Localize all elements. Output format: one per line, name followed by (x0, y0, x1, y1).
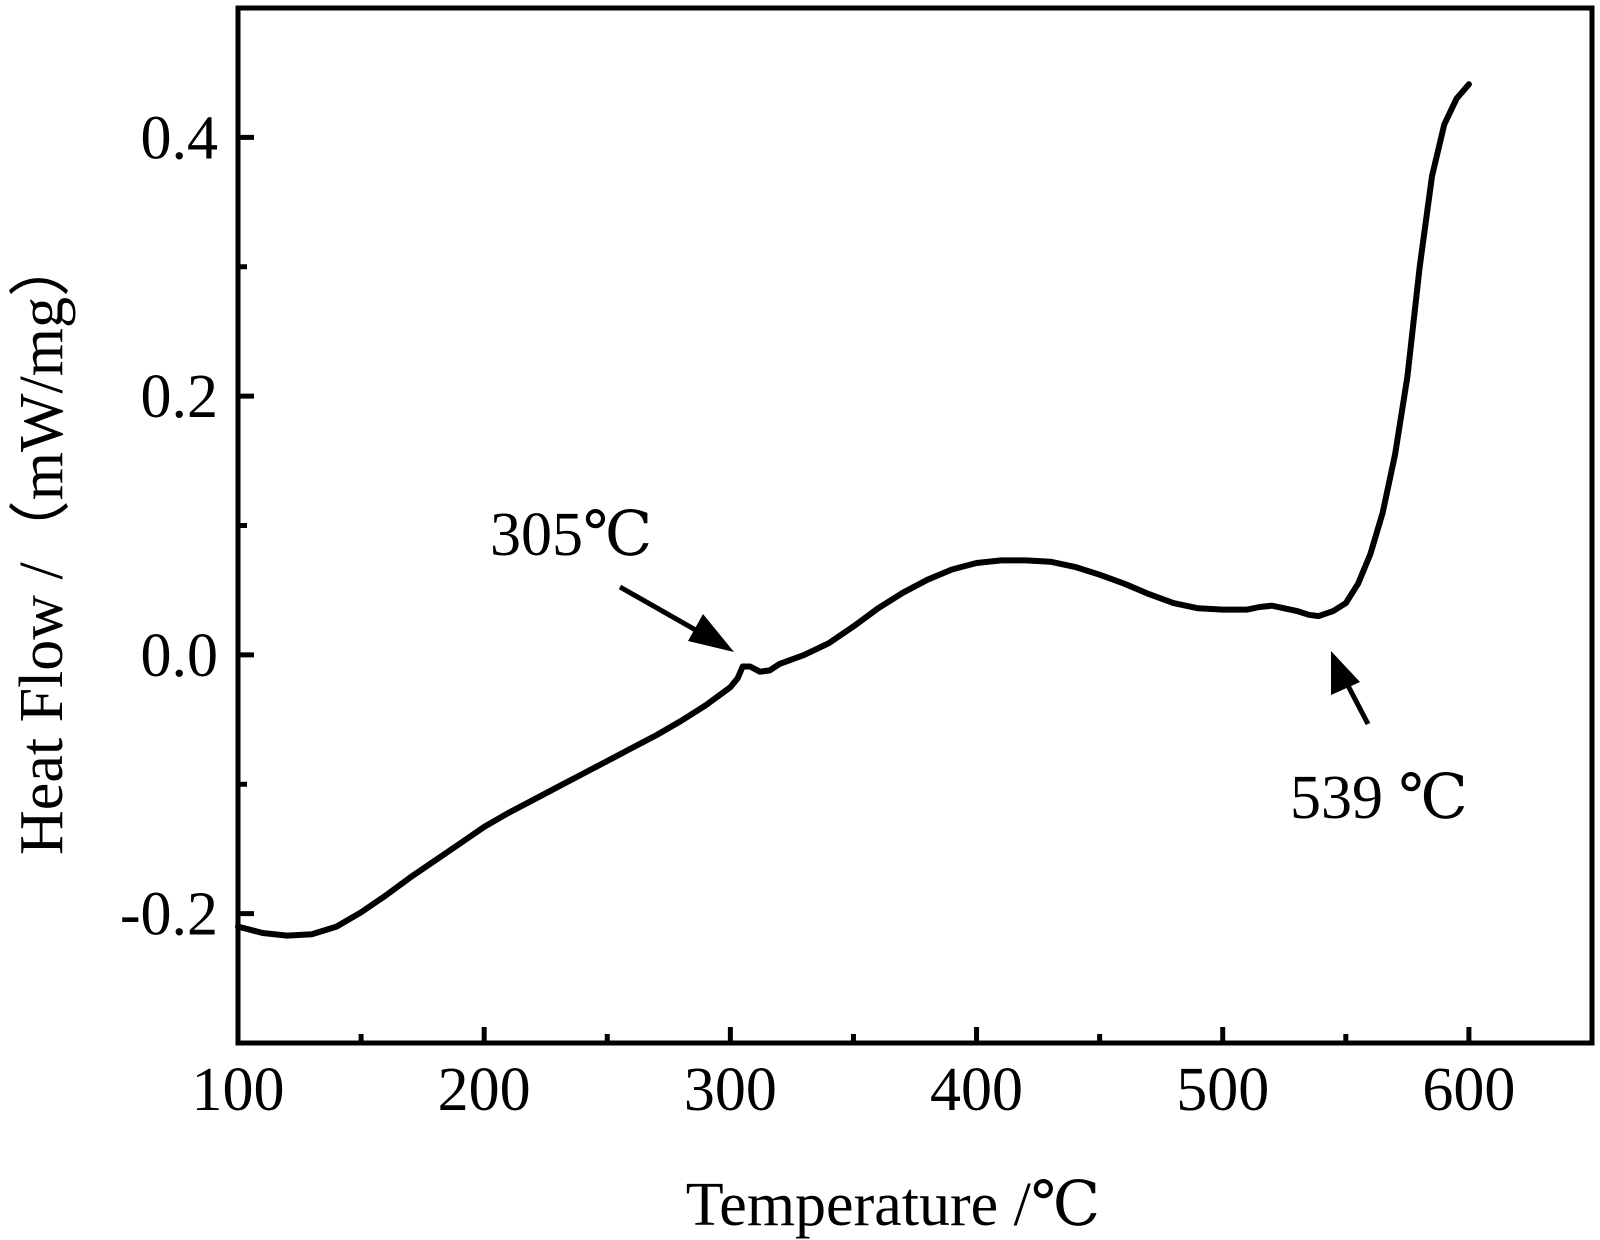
x-tick-label: 100 (192, 1056, 285, 1124)
annotation-305-arrow-head (688, 614, 734, 652)
y-tick-label: -0.2 (120, 881, 218, 949)
axis-tick-labels: 100 200 300 400 500 600 -0.2 0.0 0.2 0.4 (120, 104, 1516, 1124)
axis-ticks (235, 134, 1472, 1043)
annotation-539-label: 539 ℃ (1290, 764, 1468, 832)
y-tick-label: 0.2 (141, 363, 219, 431)
annotation-305-arrow-shaft (618, 584, 710, 640)
heat-flow-line (235, 81, 1472, 939)
x-tick-label: 200 (438, 1056, 531, 1124)
annotation-539: 539 ℃ (1290, 651, 1468, 832)
x-tick-label: 500 (1176, 1056, 1269, 1124)
annotation-539-arrow-head (1331, 651, 1360, 695)
plot-frame (235, 5, 1595, 1046)
x-tick-label: 300 (684, 1056, 777, 1124)
y-axis-label: Heat Flow /（mW/mg） (8, 235, 76, 855)
annotation-305-label: 305℃ (490, 501, 652, 569)
x-axis-label: Temperature /℃ (686, 1171, 1100, 1239)
x-tick-label: 600 (1422, 1056, 1515, 1124)
x-tick-label: 400 (930, 1056, 1023, 1124)
annotation-305: 305℃ (490, 501, 734, 652)
y-tick-label: 0.4 (141, 104, 219, 172)
y-tick-label: 0.0 (141, 622, 219, 690)
